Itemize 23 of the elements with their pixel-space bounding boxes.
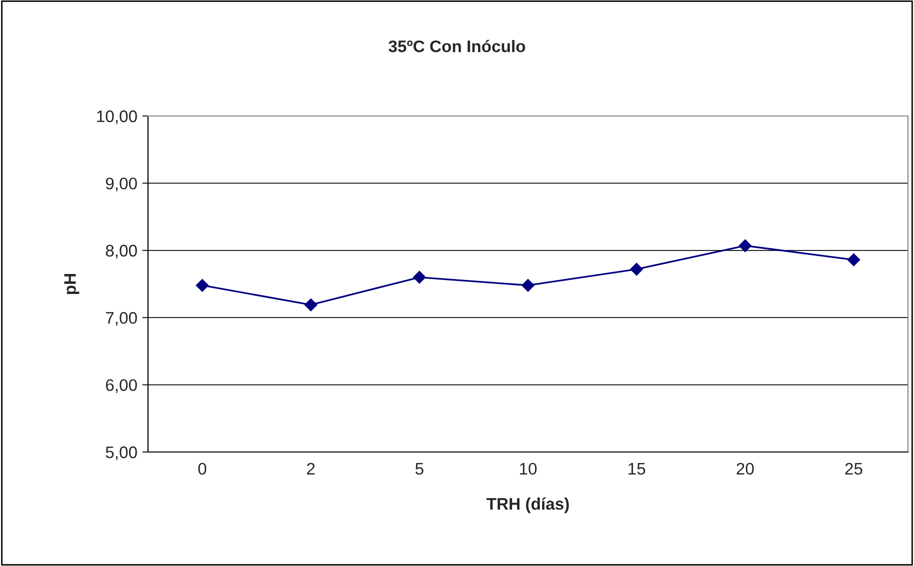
y-axis-title: pH bbox=[64, 274, 80, 294]
y-tick-label: 8,00 bbox=[106, 244, 137, 259]
y-tick-label: 5,00 bbox=[106, 446, 137, 460]
point bbox=[522, 278, 534, 292]
y-tick-label: 10,00 bbox=[97, 110, 137, 124]
x-tick-label: 5 bbox=[415, 463, 424, 475]
x-tick-label: 0 bbox=[198, 462, 206, 475]
x-tick-label: 25 bbox=[845, 462, 862, 475]
y-tick-label: 6,00 bbox=[106, 379, 137, 393]
point bbox=[413, 270, 426, 284]
point bbox=[847, 253, 860, 266]
x-tick-label: 2 bbox=[307, 462, 315, 474]
y-tick-label: 9,00 bbox=[106, 178, 137, 192]
x-axis-title: TRH (días) bbox=[486, 497, 569, 514]
point bbox=[304, 298, 318, 312]
point bbox=[196, 278, 209, 292]
chart-title: 35ºC Con Inóculo bbox=[388, 40, 526, 52]
x-tick-label: 10 bbox=[520, 462, 537, 475]
x-tick-label: 20 bbox=[736, 462, 754, 475]
x-tick-label: 15 bbox=[628, 463, 646, 475]
point bbox=[630, 262, 643, 276]
y-tick-label: 7,00 bbox=[106, 312, 137, 326]
point bbox=[738, 239, 752, 252]
